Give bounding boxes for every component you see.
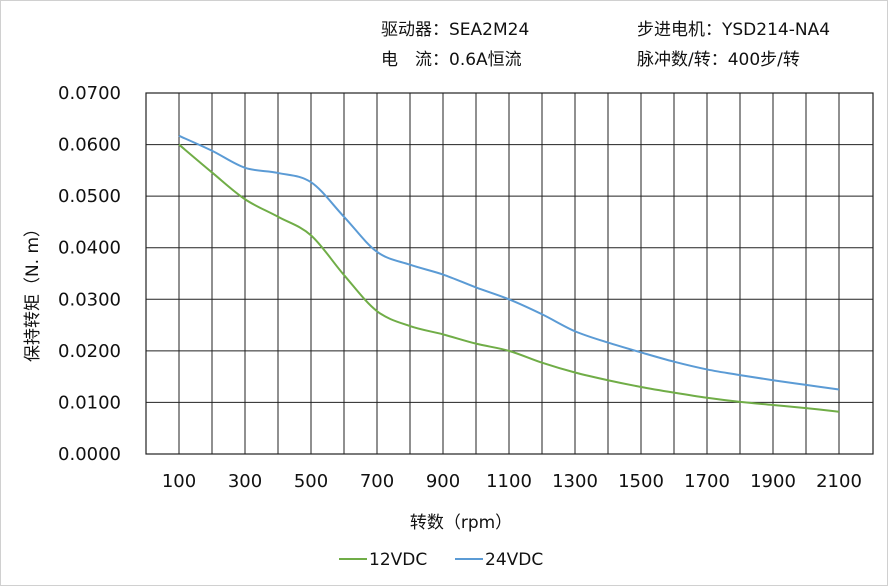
legend-label-24VDC: 24VDC <box>485 550 543 570</box>
motor-label: 步进电机：YSD214-NA4 <box>637 20 831 40</box>
x-tick-label: 1500 <box>618 471 664 492</box>
driver-label: 驱动器：SEA2M24 <box>381 20 530 40</box>
y-tick-label: 0.0200 <box>58 341 121 362</box>
y-tick-label: 0.0300 <box>58 289 121 310</box>
x-tick-label: 1300 <box>552 471 598 492</box>
x-tick-label: 700 <box>360 471 394 492</box>
y-tick-label: 0.0600 <box>58 135 121 156</box>
y-axis-label: 保持转矩（N. m） <box>23 220 43 362</box>
series-line-12VDC <box>178 143 840 413</box>
x-tick-label: 100 <box>162 471 196 492</box>
x-tick-label: 900 <box>426 471 460 492</box>
x-tick-label: 300 <box>228 471 262 492</box>
x-axis-label: 转数（rpm） <box>410 513 512 533</box>
y-tick-label: 0.0100 <box>58 392 121 413</box>
legend-label-12VDC: 12VDC <box>369 550 427 570</box>
x-tick-label: 500 <box>294 471 328 492</box>
series-line-24VDC <box>178 134 840 391</box>
x-tick-label: 1900 <box>750 471 796 492</box>
x-tick-label: 2100 <box>816 471 862 492</box>
current-label: 电 流：0.6A恒流 <box>381 50 522 70</box>
y-tick-label: 0.0000 <box>58 444 121 465</box>
y-tick-label: 0.0500 <box>58 186 121 207</box>
y-tick-label: 0.0700 <box>58 83 121 104</box>
x-tick-label: 1700 <box>684 471 730 492</box>
pulses-label: 脉冲数/转：400步/转 <box>637 50 800 70</box>
y-tick-label: 0.0400 <box>58 238 121 259</box>
x-tick-label: 1100 <box>486 471 532 492</box>
